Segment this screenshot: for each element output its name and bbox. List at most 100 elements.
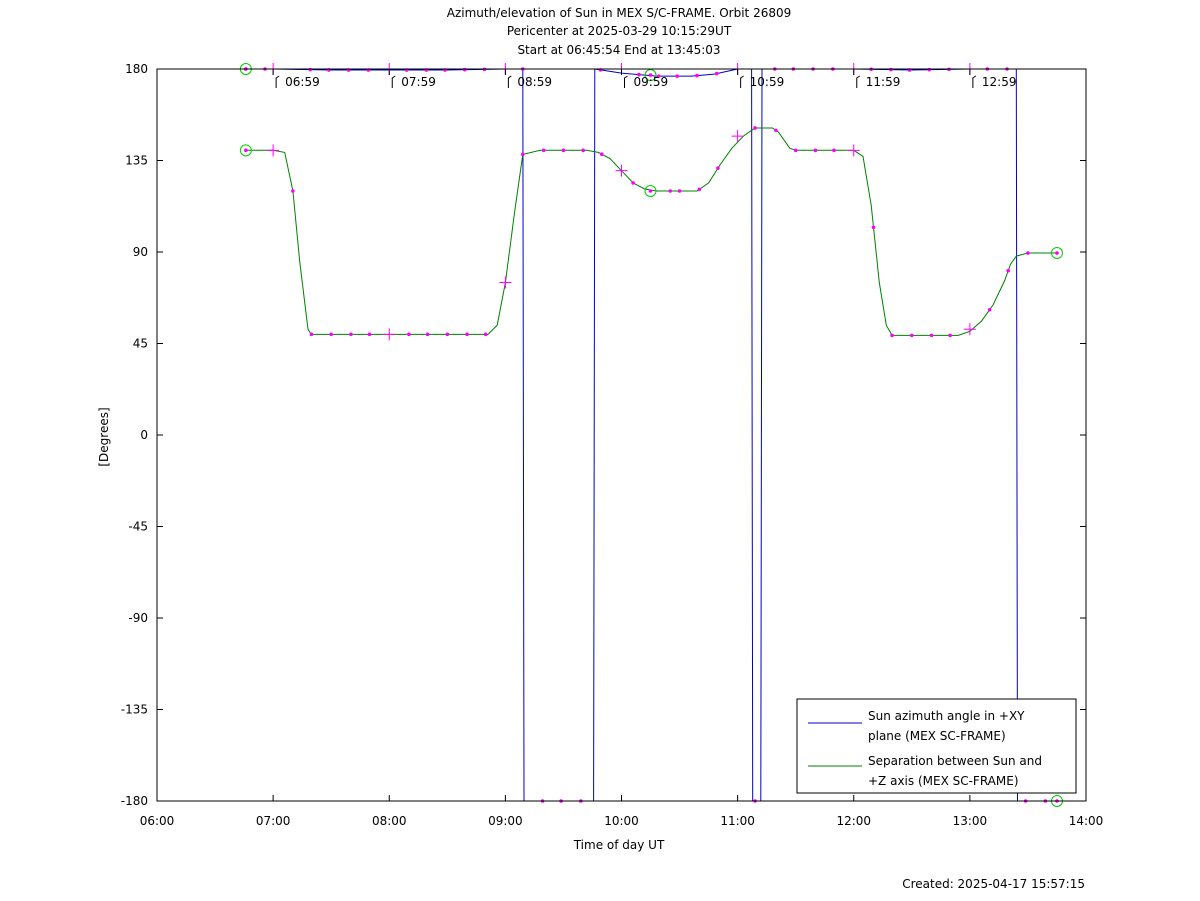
x-tick-label: 11:00 (720, 814, 755, 828)
separation-hour-cross-marker (499, 276, 512, 289)
y-axis-label: [Degrees] (97, 407, 111, 466)
azimuth-point-marker (695, 73, 699, 78)
event-circle-marker (644, 185, 657, 197)
event-circle-marker (644, 69, 657, 82)
y-tick-label: 0 (140, 428, 148, 442)
separation-point-marker (425, 332, 430, 337)
hour-tick-annotation (275, 75, 280, 88)
separation-point-marker (367, 332, 372, 337)
event-circle-marker (239, 144, 252, 157)
azimuth-point-marker (927, 67, 932, 72)
x-tick-label: 07:00 (256, 814, 291, 828)
hour-label-annotation: 09:59 (634, 75, 669, 89)
separation-point-marker (890, 333, 894, 338)
hour-tick-annotation (507, 75, 512, 88)
separation-point-marker (631, 181, 635, 185)
separation-point-marker (445, 332, 450, 337)
separation-point-marker (774, 128, 778, 133)
chart-subtitle-pericenter: Pericenter at 2025-03-29 10:15:29UT (506, 24, 732, 38)
plot-frame (156, 68, 1087, 802)
event-circle-center (648, 189, 653, 193)
hour-label-annotation: 07:59 (401, 75, 436, 89)
separation-point-marker (910, 333, 914, 338)
legend-label-separation-line1: Separation between Sun and (868, 754, 1042, 768)
separation-point-marker (871, 225, 876, 230)
event-circle-center (1055, 251, 1059, 255)
hour-tick-annotation (624, 75, 628, 88)
separation-hour-cross-marker (731, 130, 744, 143)
hour-tick-annotation (972, 75, 977, 88)
separation-point-marker (753, 126, 757, 130)
separation-point-marker (1006, 268, 1010, 273)
x-tick-label: 08:00 (372, 814, 407, 828)
separation-point-marker (948, 333, 952, 338)
legend: Sun azimuth angle in +XY plane (MEX SC-F… (796, 698, 1077, 794)
hour-tick-annotation (740, 75, 744, 88)
azimuth-point-marker (308, 67, 313, 72)
x-tick-label: 06:00 (140, 814, 175, 828)
separation-hour-cross-marker (615, 164, 628, 177)
y-tick-label: -180 (121, 794, 148, 808)
x-tick-label: 14:00 (1069, 814, 1104, 828)
separation-point-marker (716, 166, 720, 171)
chart-subtitle-start-end: Start at 06:45:54 End at 13:45:03 (517, 43, 721, 57)
y-tick-label: 180 (125, 62, 148, 76)
y-tick-label: 90 (133, 245, 148, 259)
separation-point-marker (407, 332, 411, 337)
separation-point-marker (349, 332, 353, 337)
hour-label-annotation: 08:59 (517, 75, 552, 89)
azimuth-point-marker (675, 74, 680, 78)
plot-data-layer: 06:59 07:59 08:59 09:59 10:59 11:59 12:59 (239, 63, 1063, 807)
separation-point-marker (697, 187, 702, 192)
separation-hour-cross-marker (963, 323, 976, 336)
azimuth-point-marker (637, 72, 641, 77)
separation-hour-cross-marker (847, 144, 860, 157)
event-circle-center (648, 73, 653, 77)
separation-point-marker (832, 148, 836, 153)
separation-hour-cross-marker (383, 328, 396, 341)
x-tick-label: 12:00 (836, 814, 871, 828)
x-tick-label: 10:00 (604, 814, 639, 828)
x-tick-label: 09:00 (488, 814, 523, 828)
azimuth-point-marker (462, 67, 467, 72)
y-tick-label: -45 (128, 520, 148, 534)
y-tick-label: -90 (128, 611, 148, 625)
separation-point-marker (929, 333, 934, 338)
hour-label-annotation: 11:59 (866, 75, 901, 89)
separation-point-marker (1026, 251, 1030, 255)
hour-label-annotation: 06:59 (285, 75, 320, 89)
separation-point-marker (291, 189, 295, 193)
legend-box (796, 698, 1077, 794)
azimuth-point-marker (714, 71, 719, 76)
legend-label-azimuth-line1: Sun azimuth angle in +XY (868, 709, 1025, 723)
event-circle-marker (1050, 247, 1063, 260)
y-tick-label: 135 (125, 154, 148, 168)
hour-tick-annotation (856, 75, 861, 88)
separation-point-marker (465, 332, 469, 337)
series-line-separation (245, 127, 1057, 336)
x-axis-label: Time of day UT (573, 838, 665, 852)
azimuth-point-marker (656, 74, 661, 78)
separation-point-marker (677, 189, 682, 193)
event-circle-center (244, 148, 248, 153)
separation-hour-cross-marker (267, 144, 280, 157)
separation-point-marker (329, 332, 333, 337)
x-tick-label: 13:00 (953, 814, 988, 828)
separation-point-marker (813, 148, 818, 153)
separation-point-marker (561, 148, 566, 153)
separation-point-marker (541, 148, 546, 153)
axes-layer: 06:00 07:00 08:00 09:00 10:00 11:00 12:00 13:00… (121, 62, 1104, 828)
hour-label-annotation: 12:59 (982, 75, 1017, 89)
separation-point-marker (987, 307, 992, 312)
hour-label-annotation: 10:59 (750, 75, 785, 89)
separation-point-marker (581, 148, 585, 153)
y-tick-label: -135 (121, 703, 148, 717)
legend-label-azimuth-line2: plane (MEX SC-FRAME) (868, 729, 1006, 743)
created-timestamp: Created: 2025-04-17 15:57:15 (902, 877, 1085, 891)
separation-point-marker (483, 332, 488, 337)
hour-tick-annotation (391, 75, 396, 88)
separation-point-marker (309, 332, 314, 337)
separation-point-marker (668, 189, 673, 193)
separation-point-marker (599, 152, 604, 156)
